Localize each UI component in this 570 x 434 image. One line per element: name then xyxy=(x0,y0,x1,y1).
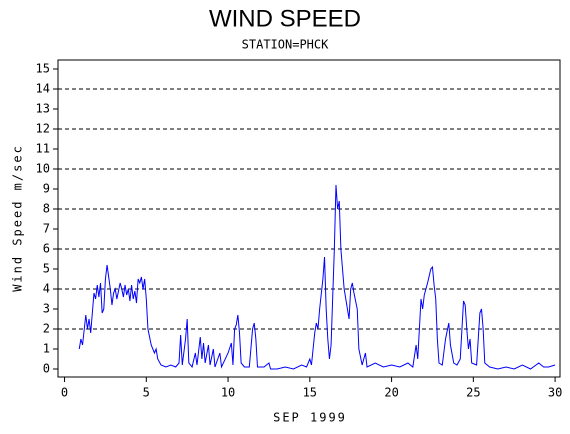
y-tick-label: 9 xyxy=(43,182,50,196)
y-tick-label: 0 xyxy=(43,362,50,376)
y-tick-label: 10 xyxy=(36,162,50,176)
y-tick-label: 13 xyxy=(36,102,50,116)
x-tick-label: 20 xyxy=(384,386,398,400)
chart-subtitle: STATION=PHCK xyxy=(242,38,329,52)
y-tick-label: 2 xyxy=(43,322,50,336)
y-tick-label: 6 xyxy=(43,242,50,256)
y-tick-label: 12 xyxy=(36,122,50,136)
x-tick-label: 25 xyxy=(466,386,480,400)
y-axis-label: Wind Speed m/sec xyxy=(11,144,25,292)
y-tick-label: 3 xyxy=(43,302,50,316)
x-tick-label: 0 xyxy=(61,386,68,400)
x-tick-label: 15 xyxy=(303,386,317,400)
y-tick-label: 1 xyxy=(43,342,50,356)
x-tick-label: 5 xyxy=(143,386,150,400)
y-tick-label: 4 xyxy=(43,282,50,296)
y-tick-label: 8 xyxy=(43,202,50,216)
y-tick-label: 5 xyxy=(43,262,50,276)
x-tick-label: 10 xyxy=(221,386,235,400)
data-line xyxy=(78,184,556,370)
y-tick-label: 7 xyxy=(43,222,50,236)
y-tick-label: 15 xyxy=(36,62,50,76)
x-tick-label: 30 xyxy=(548,386,562,400)
plot-frame xyxy=(57,59,561,378)
x-axis-label: SEP 1999 xyxy=(273,411,347,425)
chart-title: WIND SPEED xyxy=(209,5,361,32)
y-tick-label: 14 xyxy=(36,82,50,96)
y-tick-label: 11 xyxy=(36,142,50,156)
